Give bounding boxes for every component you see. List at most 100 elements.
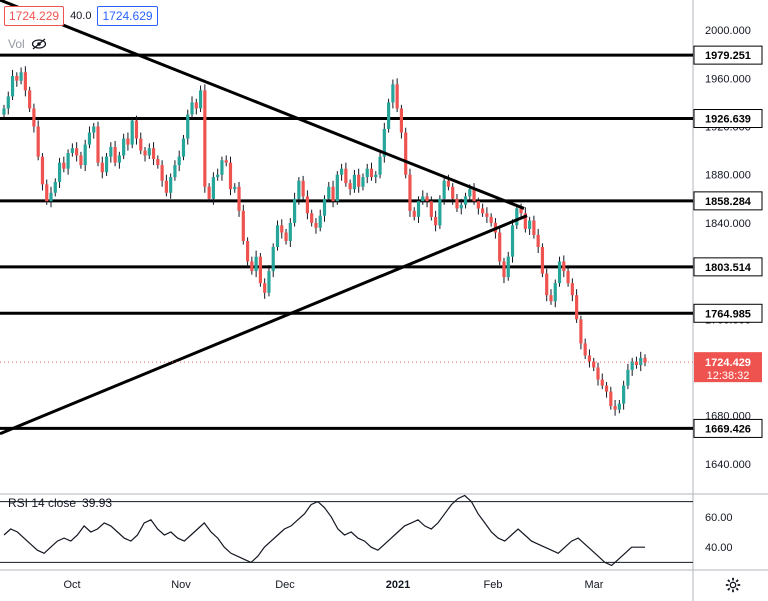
descending-trendline <box>0 0 525 210</box>
level-price-tag <box>693 191 763 211</box>
candle-body <box>421 196 425 202</box>
candle-body <box>220 160 224 175</box>
candle-body <box>352 174 357 190</box>
spread-value: 40.0 <box>70 10 92 22</box>
ask-price-button[interactable]: 1724.629 <box>97 6 158 26</box>
level-price-tag <box>693 303 763 323</box>
candle-body <box>186 114 190 139</box>
candle-body <box>254 256 258 272</box>
candle-body <box>331 186 335 202</box>
candle-body <box>408 174 412 211</box>
candle-body <box>263 283 267 293</box>
candle-body <box>575 295 579 320</box>
level-price-tag <box>693 418 763 438</box>
candle-body <box>468 189 472 197</box>
candle-body <box>327 186 331 199</box>
candle-body <box>314 222 318 228</box>
bid-price-button[interactable]: 1724.229 <box>4 6 65 26</box>
candle-body <box>275 225 280 247</box>
level-price-label: 1803.514 <box>705 262 752 274</box>
candle-body <box>284 232 288 241</box>
candle-body <box>519 208 523 214</box>
candle-body <box>570 283 574 296</box>
countdown-label: 12:38:32 <box>707 370 750 382</box>
y-tick-label: 1880.000 <box>705 170 751 182</box>
candle-body <box>528 220 532 229</box>
candle-body <box>228 162 233 190</box>
level-price-tag <box>693 257 763 277</box>
candle-body <box>515 208 519 226</box>
candle-body <box>83 144 87 166</box>
candle-body <box>318 215 322 228</box>
candle-body <box>134 120 139 139</box>
candle-body <box>15 75 19 81</box>
candle-body <box>271 247 275 272</box>
candle-body <box>173 165 177 178</box>
candle-body <box>463 196 468 205</box>
candle-body <box>169 177 173 193</box>
eye-slash-icon[interactable] <box>31 38 47 50</box>
candle-body <box>10 75 15 97</box>
gear-icon[interactable] <box>724 576 742 594</box>
candle-body <box>455 198 459 209</box>
candle-body <box>194 102 198 109</box>
candle-body <box>357 174 361 187</box>
candle-body <box>557 261 562 284</box>
candle-body <box>160 165 164 181</box>
candle-body <box>62 162 66 169</box>
candle-body <box>382 128 386 157</box>
candle-body <box>130 120 134 145</box>
candle-body <box>536 234 540 247</box>
rsi-indicator-label[interactable]: RSI 14 close 39.93 <box>8 496 112 510</box>
candle-body <box>233 186 237 190</box>
candle-body <box>181 138 186 157</box>
x-tick-label: 2021 <box>386 579 410 591</box>
candle-body <box>280 225 284 233</box>
candle-body <box>596 367 600 380</box>
candle-body <box>378 156 382 175</box>
level-price-label: 1764.985 <box>705 308 751 320</box>
level-price-label: 1669.426 <box>705 423 751 435</box>
candle-body <box>489 216 493 223</box>
candle-body <box>643 357 647 363</box>
candle-body <box>117 155 121 163</box>
candle-body <box>451 186 455 199</box>
candle-body <box>109 146 113 157</box>
candle-body <box>562 261 566 272</box>
candle-body <box>510 225 515 257</box>
x-tick-label: Nov <box>171 579 191 591</box>
candle-body <box>498 232 502 262</box>
candle-body <box>216 174 220 178</box>
volume-indicator-label[interactable]: Vol <box>8 37 47 51</box>
rsi-title: RSI 14 close <box>8 496 77 510</box>
candle-body <box>348 183 352 190</box>
candle-body <box>70 148 74 154</box>
candle-body <box>604 385 609 392</box>
candle-body <box>156 159 160 166</box>
candle-body <box>630 361 634 370</box>
level-price-label: 1858.284 <box>705 196 752 208</box>
candle-body <box>113 146 117 163</box>
candle-body <box>622 385 626 404</box>
candle-body <box>361 177 365 187</box>
candle-body <box>143 150 147 156</box>
candle-body <box>292 198 297 223</box>
candle-body <box>224 160 228 163</box>
candle-body <box>481 208 485 214</box>
candle-body <box>485 213 489 217</box>
rsi-tick-label: 40.00 <box>705 542 733 554</box>
candle-body <box>40 156 45 185</box>
candle-body <box>395 84 399 109</box>
candle-body <box>2 108 6 115</box>
candle-body <box>369 168 374 178</box>
candle-body <box>523 213 527 229</box>
candle-body <box>446 180 451 187</box>
candle-body <box>553 283 557 302</box>
level-price-label: 1926.639 <box>705 114 751 126</box>
x-tick-label: Mar <box>585 579 604 591</box>
y-tick-label: 1960.000 <box>705 73 751 85</box>
candle-body <box>151 148 156 160</box>
candle-body <box>241 210 245 241</box>
candle-body <box>164 180 168 193</box>
